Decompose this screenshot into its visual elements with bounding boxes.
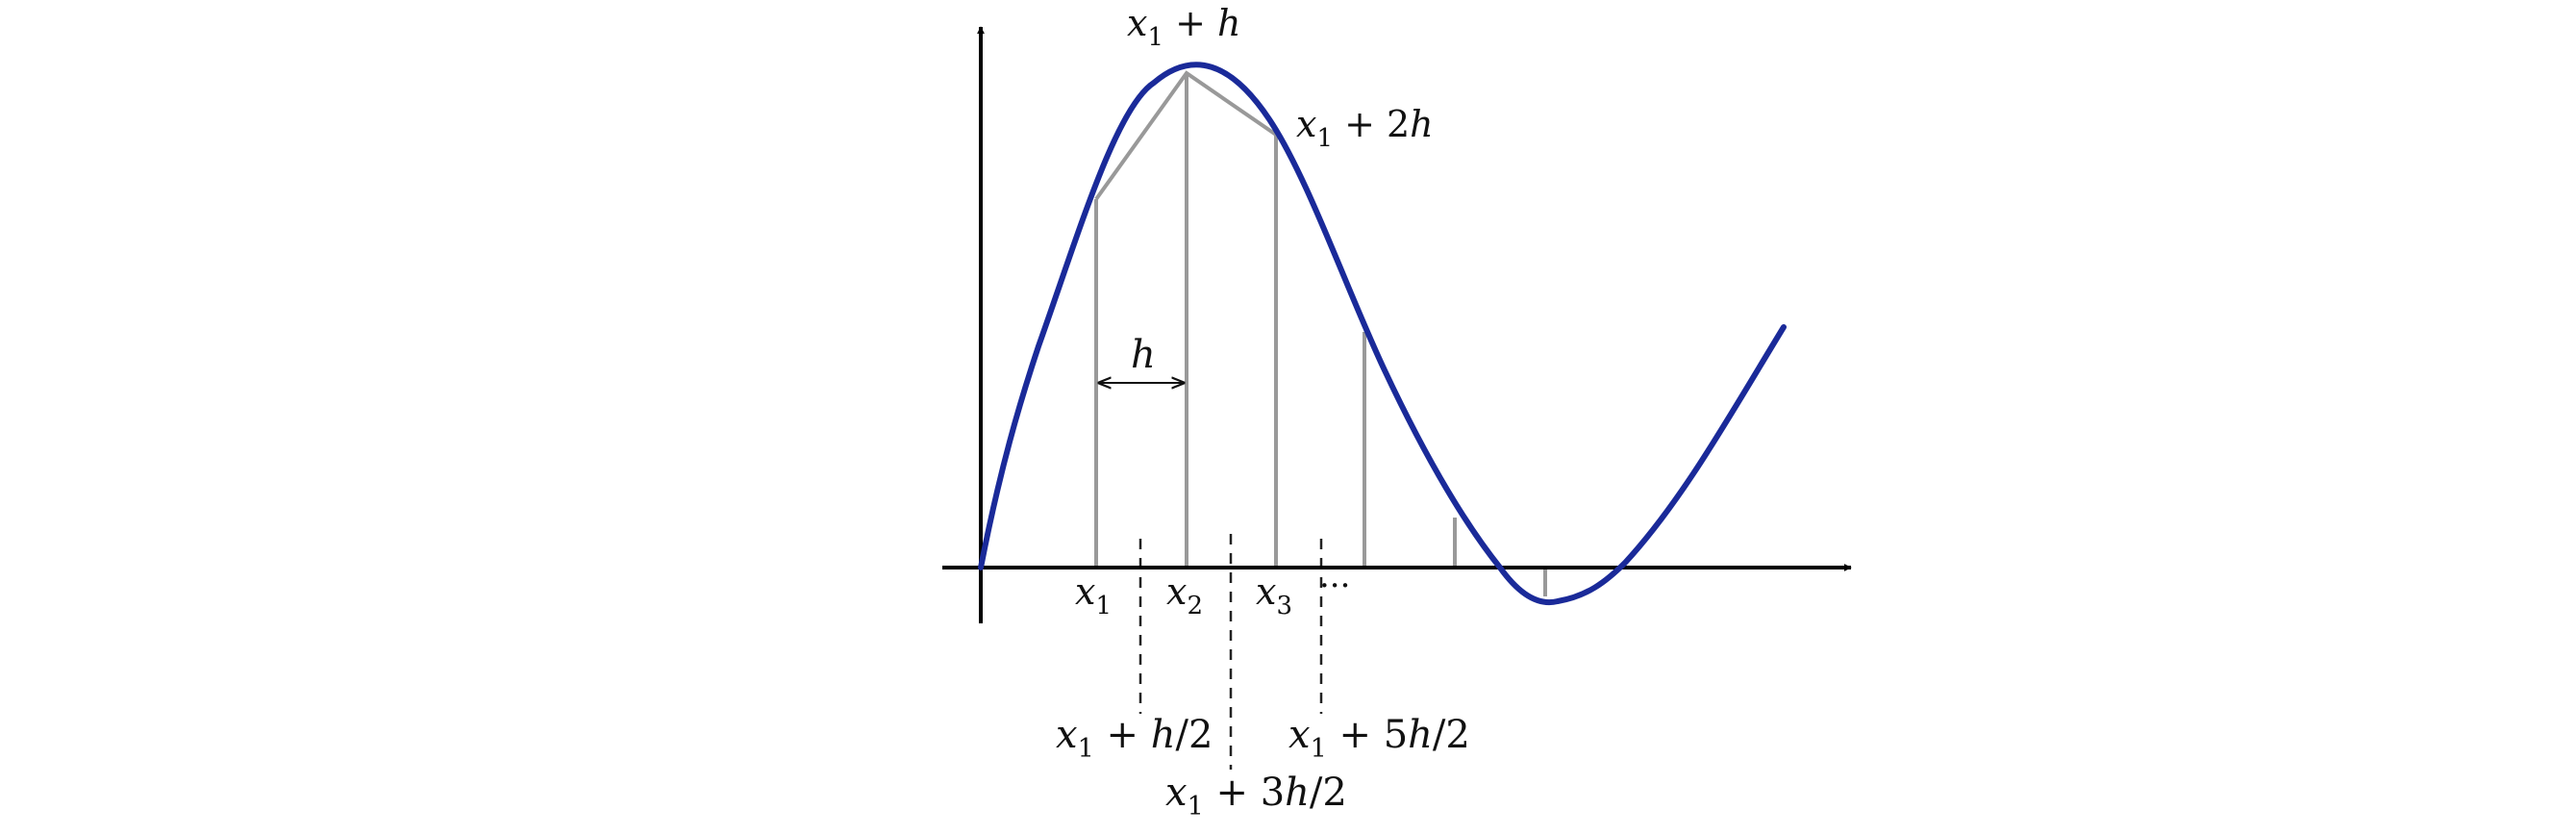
label-x2: x2 <box>1166 570 1203 620</box>
function-curve <box>978 62 1787 606</box>
label-ellipsis: ··· <box>1319 567 1350 605</box>
trapezoid-tops <box>1094 70 1278 201</box>
label-x1-plus-5h-half: x1 + 5h/2 <box>1288 713 1470 764</box>
label-x1-plus-h: x1 + h <box>1127 2 1240 52</box>
label-x1-plus-3h-half: x1 + 3h/2 <box>1165 771 1347 822</box>
label-x1-plus-2h: x1 + 2h <box>1296 103 1434 153</box>
label-x1-plus-h-half: x1 + h/2 <box>1056 713 1213 764</box>
label-x3: x3 <box>1256 570 1292 620</box>
label-h: h <box>1131 333 1156 377</box>
ordinates <box>1094 73 1547 596</box>
label-x1: x1 <box>1075 570 1112 620</box>
